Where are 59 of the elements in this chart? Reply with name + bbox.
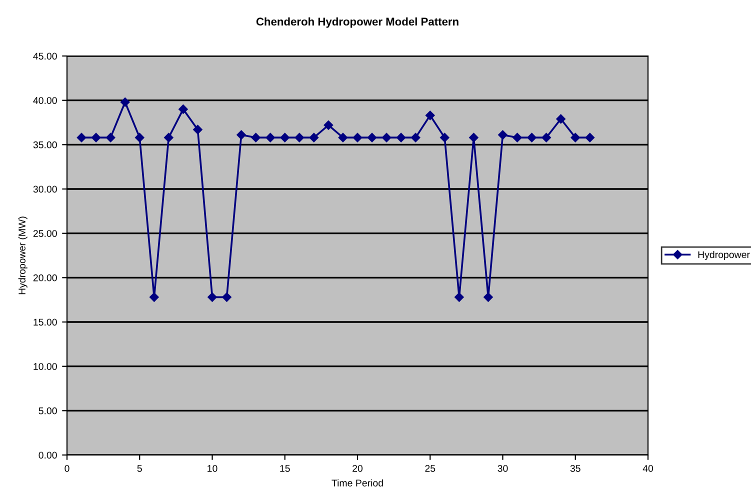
x-tick-label: 25: [425, 464, 436, 472]
y-tick-label: 40.00: [33, 97, 57, 104]
point: [512, 132, 522, 142]
x-tick-label: 15: [280, 465, 290, 472]
point: [440, 132, 450, 142]
x-tick-label: 35: [570, 464, 580, 472]
point: [251, 132, 260, 142]
y-axis-title: Hydropower (MW): [18, 216, 28, 294]
point: [527, 132, 536, 142]
point: [338, 132, 348, 142]
point: [106, 132, 116, 142]
point: [178, 104, 188, 114]
y-tick-label: 0.00: [38, 452, 57, 459]
point: [352, 132, 362, 142]
point: [396, 132, 406, 142]
y-tick-label: 30.00: [33, 186, 57, 193]
x-tick-label: 0: [64, 464, 70, 472]
point: [280, 132, 290, 142]
point: [556, 114, 566, 124]
point: [498, 130, 508, 140]
point: [208, 292, 217, 302]
y-tick-label: 5.00: [38, 407, 57, 414]
chart-title: Chenderoh Hydropower Model Pattern: [256, 17, 458, 28]
point: [266, 132, 275, 142]
legend-label: Hydropower: [698, 250, 750, 260]
x-axis-title: Time Period: [332, 479, 383, 486]
point: [164, 132, 174, 142]
y-tick-label: 10.00: [34, 363, 57, 370]
point: [410, 132, 420, 142]
y-tick-label: 45.00: [33, 52, 57, 60]
point: [76, 132, 86, 142]
point: [382, 132, 392, 142]
y-tick-label: 15.00: [34, 318, 57, 326]
x-tick-label: 10: [208, 464, 218, 472]
point: [454, 292, 464, 302]
point: [120, 97, 130, 107]
point: [469, 132, 478, 142]
y-tick-label: 25.00: [33, 230, 57, 237]
point: [585, 132, 595, 142]
y-tick-label: 20.00: [33, 274, 57, 282]
point: [236, 130, 246, 140]
x-tick-label: 30: [498, 464, 508, 472]
x-tick-label: 5: [137, 465, 142, 472]
point: [570, 132, 580, 142]
point: [222, 292, 232, 302]
point: [135, 132, 144, 142]
x-tick-label: 40: [642, 464, 654, 472]
x-tick-label: 20: [352, 464, 363, 472]
y-tick-label: 35.00: [33, 141, 57, 148]
point: [484, 292, 493, 302]
point: [150, 292, 159, 302]
point: [367, 132, 377, 142]
point: [426, 110, 435, 120]
point: [324, 120, 334, 130]
point: [542, 132, 551, 142]
point: [309, 132, 319, 142]
point: [91, 132, 101, 142]
point: [193, 124, 202, 134]
point: [294, 132, 304, 142]
